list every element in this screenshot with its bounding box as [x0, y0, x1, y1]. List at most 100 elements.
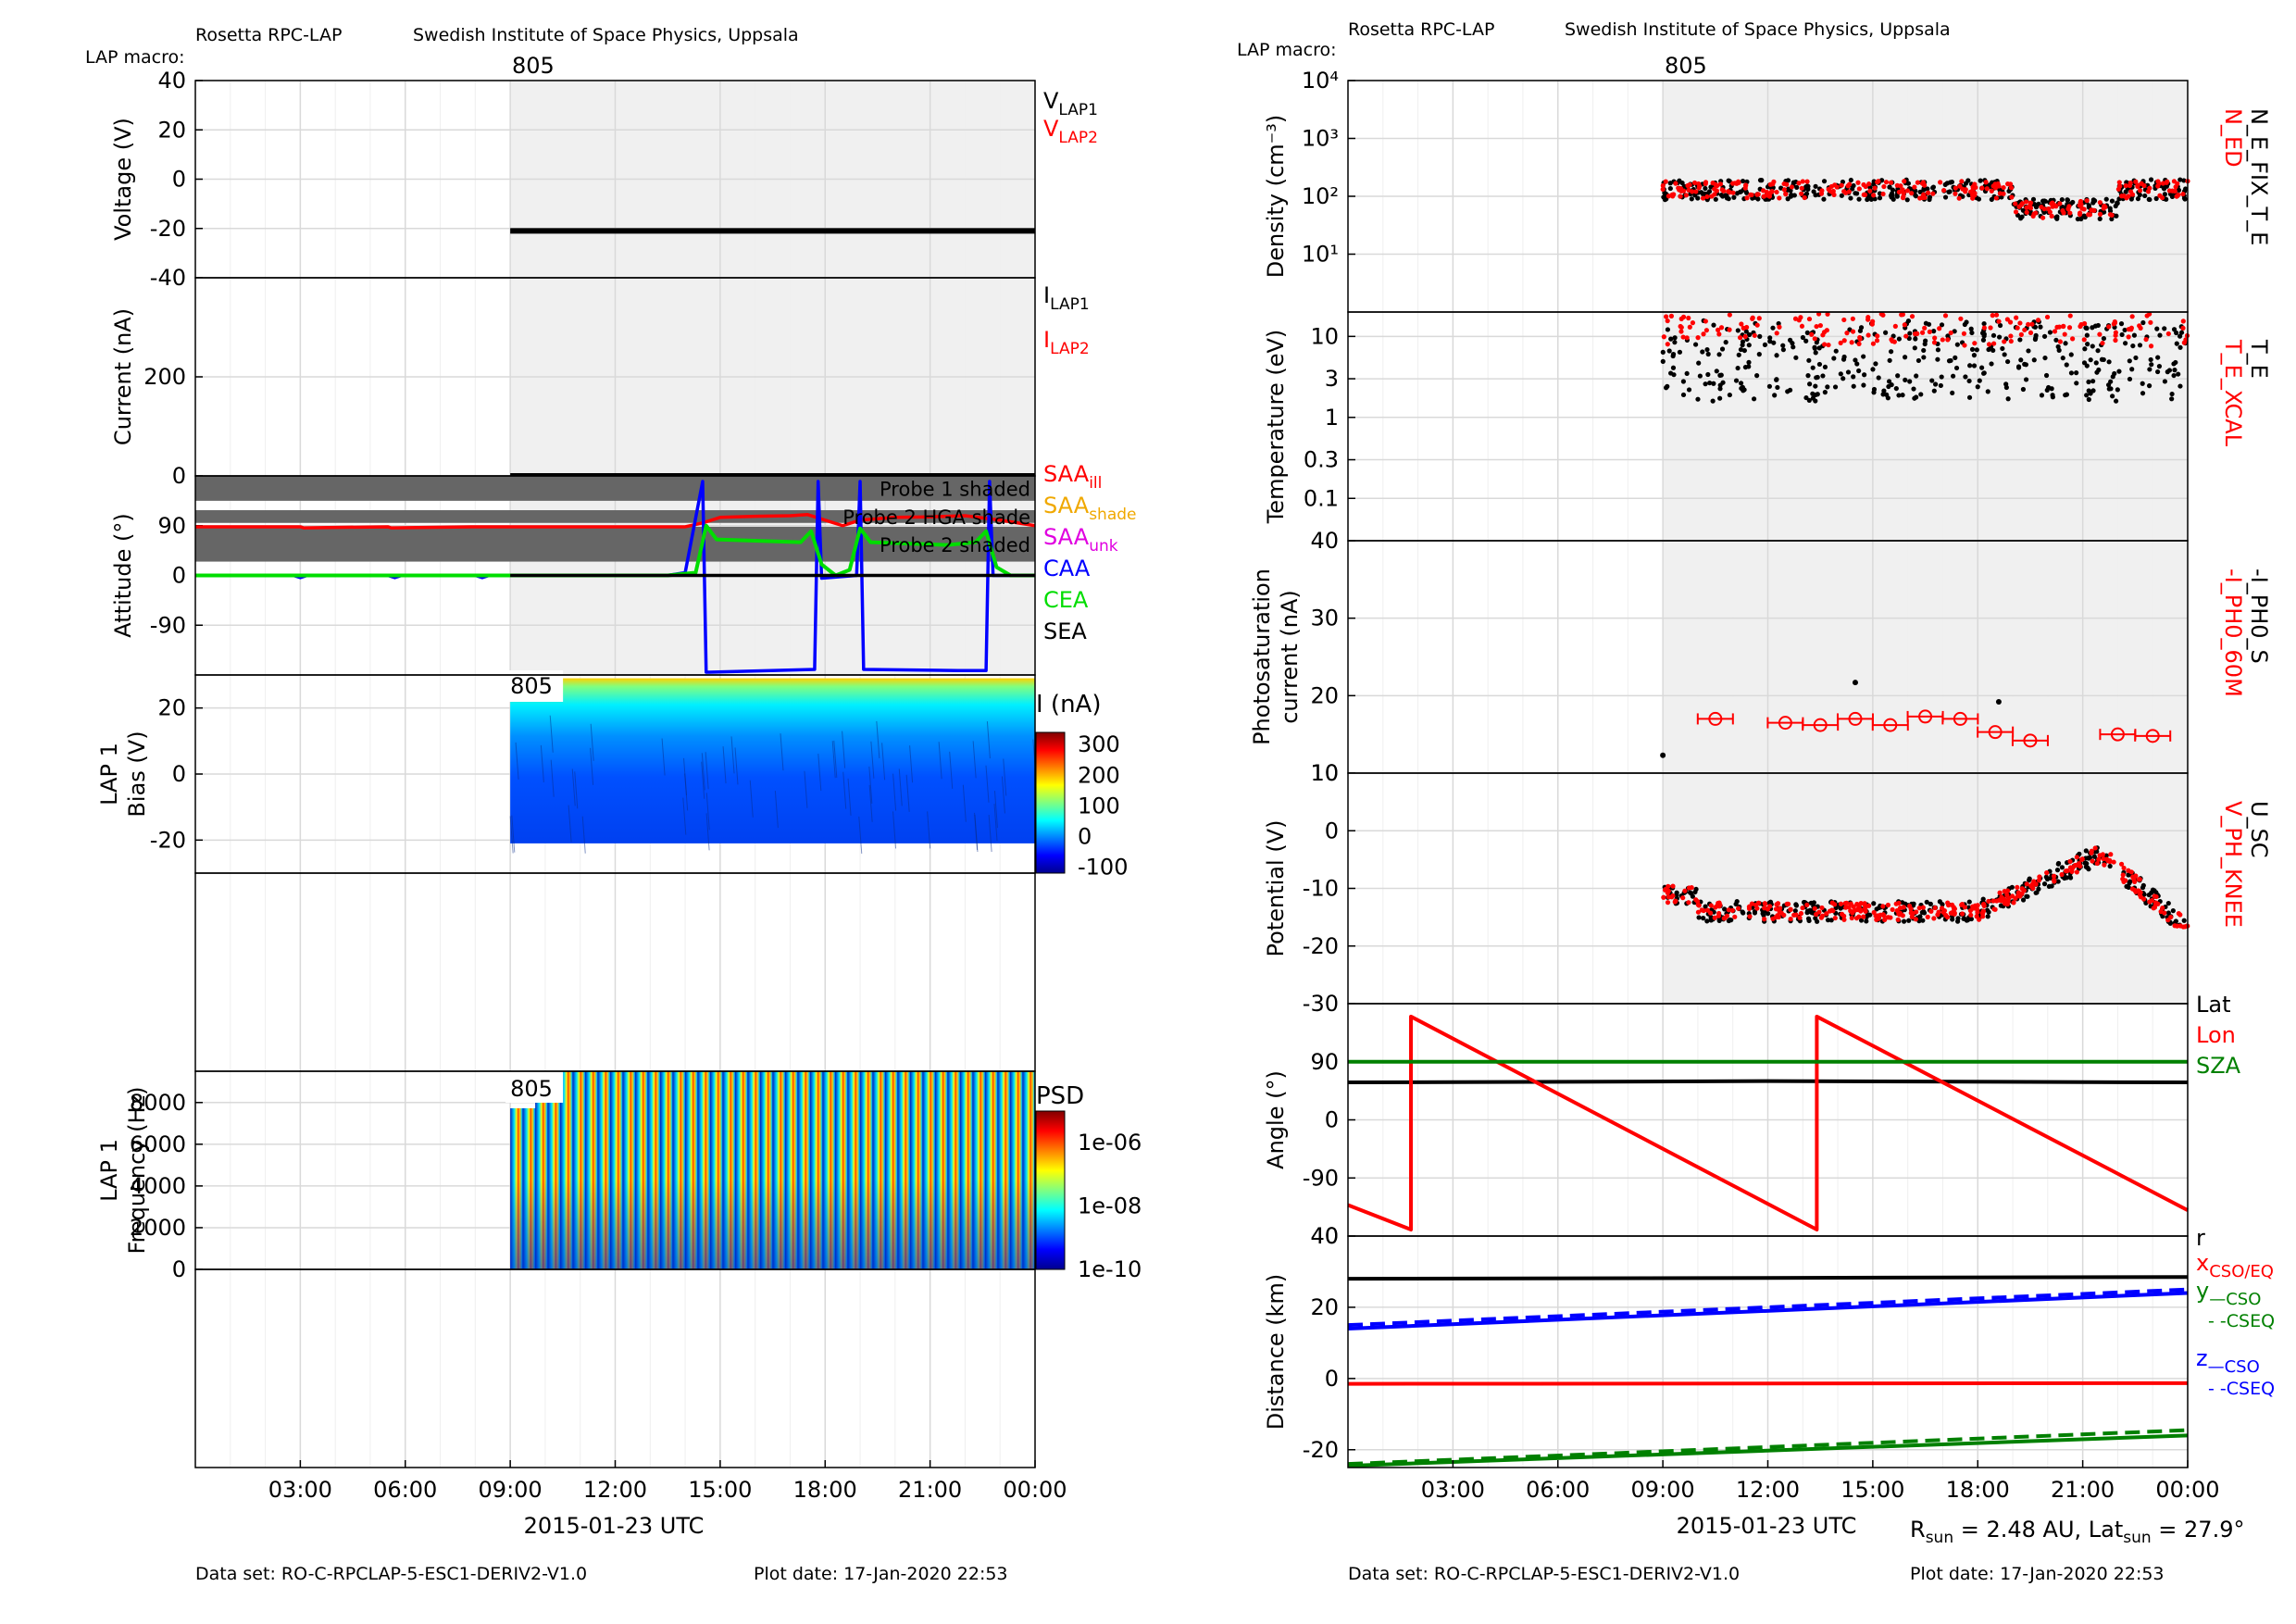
temperature-point: [1929, 378, 1935, 383]
potential-point: [1830, 908, 1836, 914]
heatmap-texture: [831, 741, 836, 779]
potential-point: [1690, 893, 1695, 899]
heatmap-texture: [868, 784, 873, 822]
data-coverage-shade: [1663, 541, 2188, 773]
potential-point: [1815, 918, 1820, 924]
colorbar-tick-label: 1e-10: [1078, 1256, 1142, 1282]
legend-entry: Lat: [2196, 992, 2231, 1018]
potential-point: [1726, 907, 1731, 913]
temperature-point: [1967, 363, 1973, 369]
temperature-point: [1971, 353, 1978, 358]
density-point: [2156, 181, 2162, 186]
temperature-point: [2106, 359, 2112, 365]
heatmap-texture: [683, 757, 688, 795]
macro-label: 805: [510, 673, 553, 699]
density-point: [1865, 196, 1870, 203]
temperature-point: [2081, 360, 2088, 366]
potential-point: [1670, 883, 1676, 889]
temperature-point: [1939, 322, 1945, 328]
temperature-point: [2038, 324, 2043, 330]
y-tick-label: 20: [1310, 682, 1339, 708]
density-point: [1732, 181, 1738, 186]
temperature-point: [2129, 314, 2135, 319]
temperature-point: [1986, 342, 1992, 347]
potential-point: [2138, 894, 2144, 900]
series-line-distance: [1347, 1287, 2189, 1328]
temperature-point: [2110, 374, 2115, 380]
density-point: [1703, 181, 1708, 187]
y-tick-label: 90: [157, 513, 186, 539]
potential-point: [2044, 870, 2050, 876]
potential-point: [1747, 914, 1753, 919]
density-point: [2041, 198, 2047, 204]
density-point: [1703, 185, 1708, 192]
temperature-point: [2143, 336, 2149, 343]
temperature-point: [2180, 319, 2186, 324]
temperature-point: [1716, 331, 1722, 337]
density-point: [1896, 189, 1902, 195]
temperature-point: [2066, 325, 2073, 331]
band-label: Probe 2 shaded: [880, 534, 1030, 556]
potential-point: [1819, 905, 1825, 911]
density-point: [2147, 185, 2152, 191]
temperature-point: [2162, 379, 2168, 384]
potential-point: [1984, 907, 1990, 913]
density-point: [2166, 188, 2173, 194]
density-point: [2039, 204, 2044, 210]
photosat-point: [1995, 699, 2002, 706]
temperature-point: [2133, 355, 2139, 361]
temperature-point: [1975, 384, 1980, 390]
potential-point: [1841, 917, 1847, 922]
potential-point: [2090, 858, 2095, 864]
heatmap-texture: [817, 754, 822, 792]
photosat-point: [1883, 718, 1898, 732]
temperature-point: [2140, 391, 2146, 396]
temperature-point: [1684, 335, 1690, 341]
density-point: [2016, 204, 2022, 209]
photosat-point: [1953, 711, 1967, 726]
temperature-point: [1791, 344, 1796, 350]
temperature-point: [1981, 325, 1987, 331]
potential-point: [1974, 914, 1979, 919]
density-point: [1993, 195, 1999, 201]
temperature-point: [2181, 340, 2187, 345]
density-point: [2177, 177, 2183, 182]
density-point: [1866, 181, 1872, 187]
temperature-point: [2095, 348, 2101, 354]
y-axis-label: Attitude (°): [110, 513, 136, 637]
temperature-point: [1831, 356, 1837, 361]
temperature-point: [1875, 333, 1880, 339]
temperature-point: [1735, 365, 1741, 371]
potential-point: [2128, 879, 2133, 884]
temperature-point: [1775, 384, 1780, 391]
temperature-point: [1851, 374, 1856, 380]
y-tick-label: -20: [150, 216, 186, 242]
potential-point: [1975, 903, 1980, 908]
potential-point: [2054, 868, 2061, 873]
temperature-point: [2062, 331, 2067, 337]
temperature-point: [1861, 354, 1866, 359]
temperature-point: [1856, 368, 1862, 374]
potential-point: [1945, 900, 1951, 906]
temperature-point: [1945, 333, 1951, 339]
temperature-point: [1807, 381, 1813, 387]
potential-point: [1665, 900, 1671, 906]
temperature-point: [1969, 346, 1976, 352]
heatmap-texture: [993, 804, 998, 842]
potential-point: [1877, 905, 1882, 911]
temperature-point: [1979, 365, 1985, 370]
y-axis-label: Voltage (V): [110, 118, 136, 241]
potential-point: [1850, 910, 1855, 916]
potential-point: [1693, 886, 1699, 893]
density-point: [2097, 211, 2103, 217]
colorbar-tick-label: -100: [1078, 854, 1128, 880]
temperature-point: [2144, 313, 2150, 319]
potential-point: [1680, 895, 1686, 901]
temperature-point: [1891, 339, 1897, 344]
temperature-point: [1919, 330, 1926, 335]
potential-point: [1777, 908, 1782, 915]
density-point: [2075, 216, 2080, 222]
heatmap-texture: [974, 814, 979, 853]
y-tick-label: 2000: [130, 1215, 186, 1241]
